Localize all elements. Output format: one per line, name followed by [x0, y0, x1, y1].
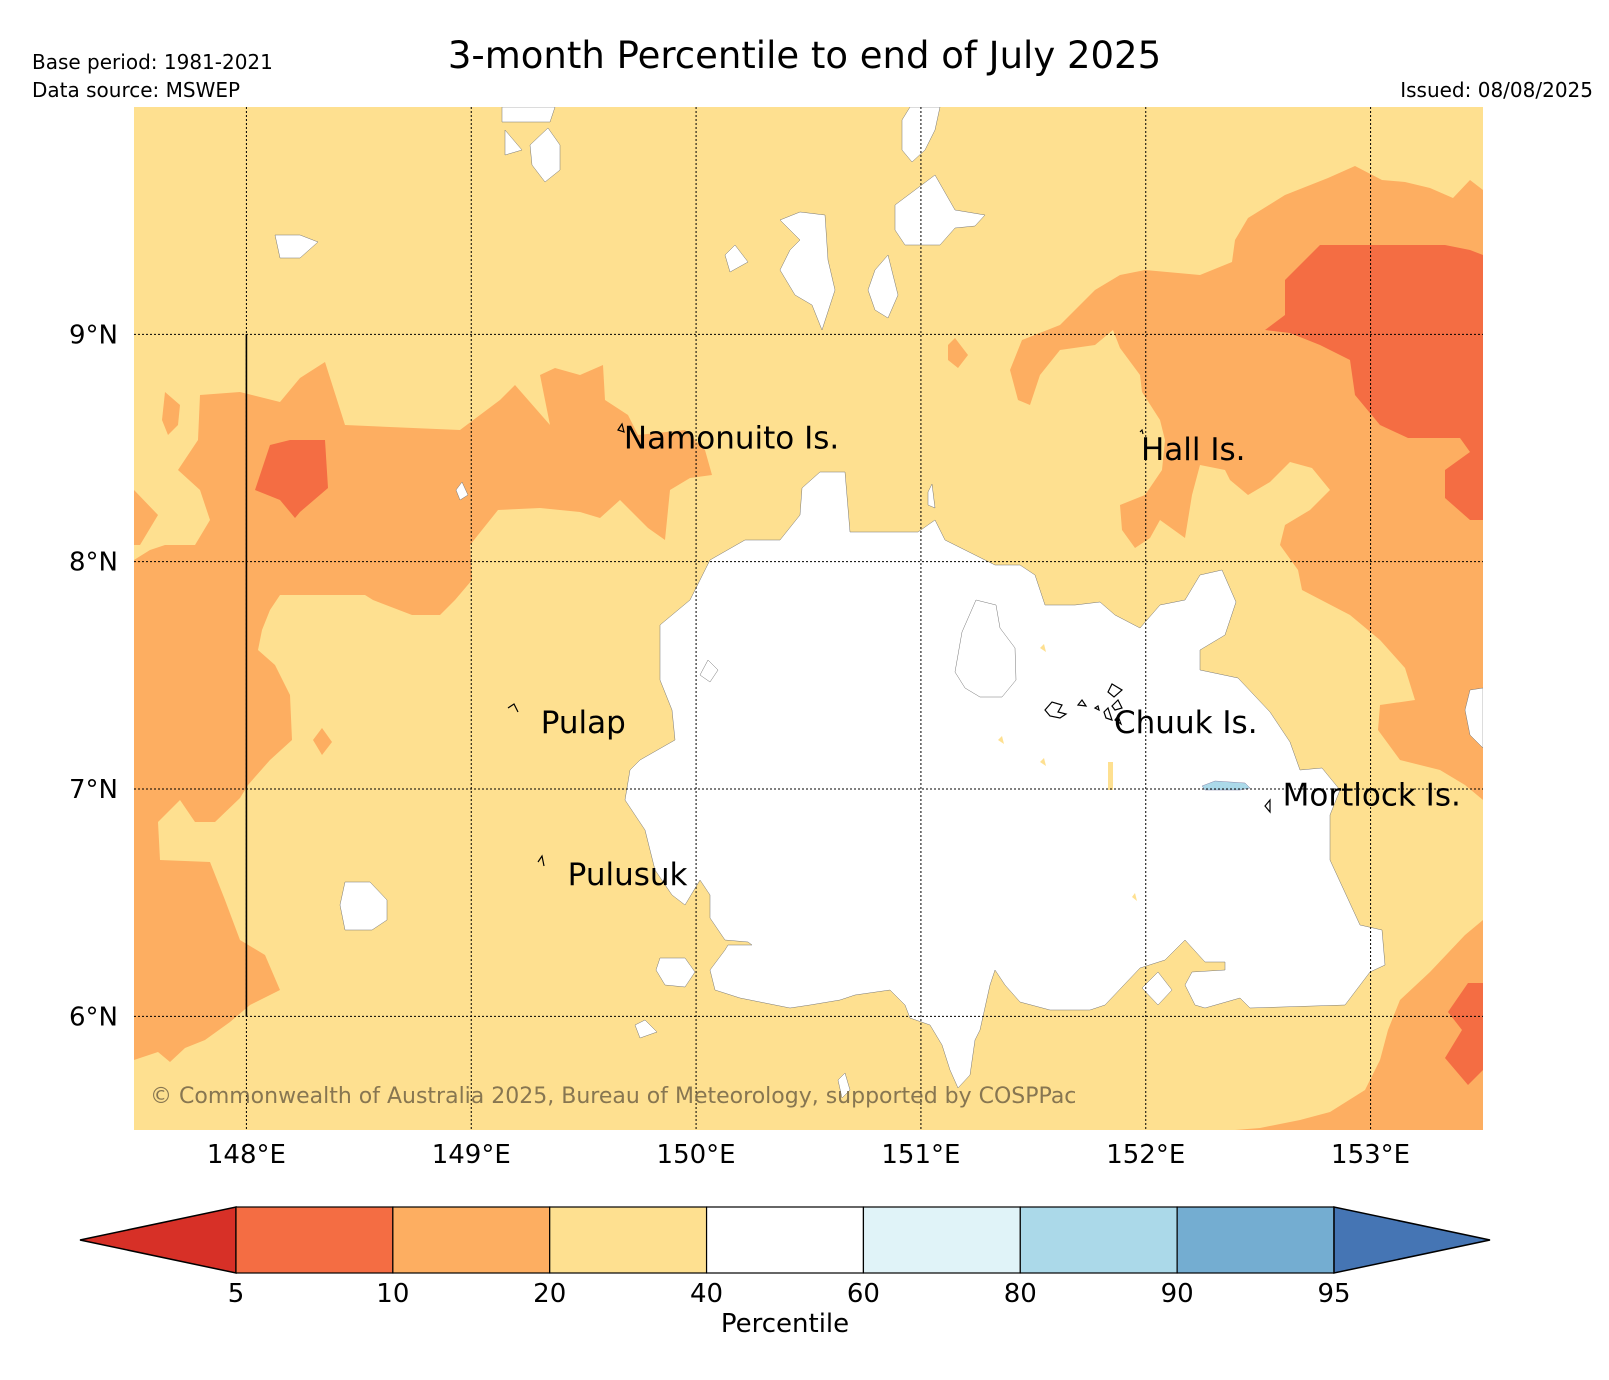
chuuk-island-6 [1114, 714, 1123, 726]
patch-5 [1132, 893, 1137, 901]
patch-1 [1108, 762, 1113, 790]
region-40-60-south-1 [655, 957, 696, 988]
place-label: Pulap [541, 705, 626, 741]
colorbar-tick-60: 60 [847, 1279, 880, 1309]
colorbar-segment-90-95 [1176, 1206, 1335, 1274]
region-40-60-south-2 [634, 1019, 658, 1039]
region-40-60-southwest [339, 881, 388, 931]
pulusuk-outline [537, 854, 545, 867]
lon-tick-label: 149°E [432, 1140, 511, 1170]
colorbar-label: Percentile [721, 1309, 849, 1339]
region-40-60-north-1 [501, 107, 556, 123]
region-10-20-small-3 [948, 338, 968, 368]
place-label: Pulusuk [568, 857, 688, 893]
chuuk-island-3 [1111, 698, 1123, 711]
lon-tick-label: 152°E [1106, 1140, 1185, 1170]
region-40-60-north-6 [274, 234, 319, 259]
region-40-60-north-2 [504, 129, 523, 156]
place-labels: Namonuito Is. Hall Is. Pulap Chuuk Is. Mortl… [541, 421, 1461, 893]
map-graticule [134, 107, 1483, 1130]
colorbar-segment-10-20 [392, 1206, 551, 1274]
lon-tick-label: 150°E [657, 1140, 736, 1170]
colorbar-segment-40-60 [705, 1206, 865, 1274]
lat-tick-label: 7°N [69, 775, 118, 805]
region-40-60-north-8 [724, 244, 749, 273]
region-5-10-northeast [1265, 245, 1483, 520]
colorbar-segments [79, 1206, 1491, 1274]
island-patches [998, 644, 1137, 901]
region-60-80-mortlock [1201, 780, 1251, 791]
hall-outline [1139, 428, 1144, 435]
colorbar-tick-20: 20 [533, 1279, 566, 1309]
lat-tick-label: 8°N [69, 548, 118, 578]
chuuk-island-5 [1093, 705, 1100, 712]
patch-3 [1040, 644, 1046, 652]
data-source-label: Data source: MSWEP [32, 78, 241, 102]
namonuito-outline [617, 422, 625, 433]
region-10-20-west [134, 362, 712, 1062]
region-40-60-north-4 [901, 107, 941, 163]
colorbar-tick-80: 80 [1004, 1279, 1037, 1309]
colorbar-segment-20-40 [549, 1206, 708, 1274]
colorbar-segment-60-80 [862, 1206, 1021, 1274]
region-10-20-northeast [1010, 166, 1483, 1130]
region-40-60-east-2 [1141, 971, 1173, 1006]
colorbar-tick-90: 90 [1161, 1279, 1194, 1309]
copyright-notice: © Commonwealth of Australia 2025, Bureau… [150, 1084, 1076, 1109]
pulap-outline [507, 703, 519, 713]
issued-date-label: Issued: 08/08/2025 [1400, 78, 1593, 102]
colorbar-tick-labels: 5 10 20 40 60 80 90 95 [228, 1279, 1351, 1309]
map-title: 3-month Percentile to end of July 2025 [447, 34, 1162, 77]
region-10-20-small-west [162, 392, 180, 435]
colorbar-extend-high [1333, 1206, 1491, 1274]
patch-2 [998, 736, 1004, 744]
chuuk-island-4 [1103, 706, 1113, 721]
place-label: Chuuk Is. [1114, 705, 1258, 741]
colorbar-segment-80-90 [1019, 1206, 1178, 1274]
base-period-label: Base period: 1981-2021 [32, 50, 273, 74]
colorbar-tick-40: 40 [690, 1279, 723, 1309]
chuuk-lagoon-outline [1044, 701, 1068, 719]
region-10-20-small-2 [313, 728, 332, 755]
lat-tick-label: 6°N [69, 1002, 118, 1032]
region-40-60-north-9 [867, 254, 899, 319]
region-5-10-west [255, 440, 328, 518]
lon-tick-label: 153°E [1331, 1140, 1410, 1170]
regions-5-10 [255, 245, 1483, 1085]
colorbar-tick-95: 95 [1317, 1279, 1350, 1309]
colorbar-extend-low [79, 1206, 237, 1274]
regions-10-20 [134, 166, 1483, 1130]
region-40-60-south-3 [837, 1072, 851, 1099]
place-label: Namonuito Is. [624, 421, 839, 457]
region-10-20-west-2 [134, 490, 158, 545]
place-label: Mortlock Is. [1283, 778, 1461, 814]
regions-40-60 [274, 107, 1483, 1099]
colorbar-tick-5: 5 [228, 1279, 245, 1309]
region-40-60-north-5 [894, 174, 986, 246]
island-outlines [507, 422, 1271, 867]
region-40-60-small-2 [927, 483, 936, 509]
region-40-60-east-1 [1464, 687, 1483, 749]
region-5-10-southeast [1445, 983, 1483, 1085]
colorbar-segment-5-10 [235, 1206, 394, 1274]
colorbar-tick-10: 10 [376, 1279, 409, 1309]
region-40-60-central [624, 471, 1386, 1089]
lon-tick-label: 151°E [881, 1140, 960, 1170]
lon-tick-label: 148°E [207, 1140, 286, 1170]
patch-4 [1040, 758, 1046, 766]
mortlock-outline [1264, 798, 1271, 814]
region-40-60-small-1 [455, 481, 469, 501]
chuuk-island-2 [1107, 683, 1124, 698]
region-40-60-north-7 [779, 211, 836, 331]
place-label: Hall Is. [1141, 432, 1246, 468]
chuuk-island-1 [1076, 698, 1088, 707]
region-40-60-north-3 [529, 127, 561, 183]
lat-tick-label: 9°N [69, 320, 118, 350]
map-area [134, 107, 1483, 1130]
axis-labels: 148°E 149°E 150°E 151°E 152°E 153°E 9°N 8°N 7°N 6… [69, 320, 1410, 1170]
